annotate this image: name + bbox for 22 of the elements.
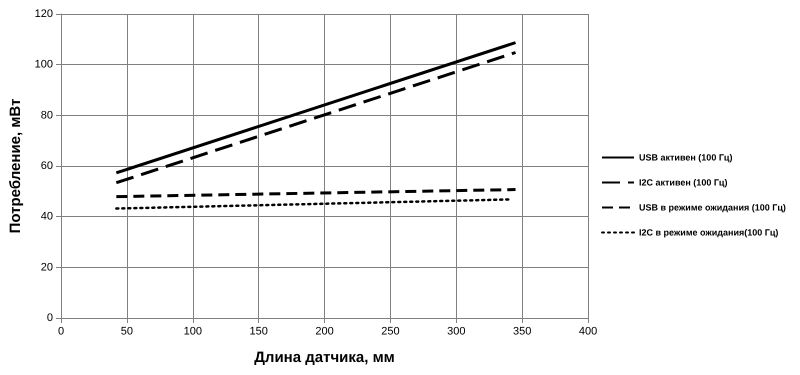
legend-label: USB активен (100 Гц): [639, 152, 732, 162]
y-tick-label: 100: [34, 58, 53, 71]
x-tick-label: 350: [512, 326, 532, 338]
x-tick-label: 250: [381, 326, 400, 338]
y-tick-label: 60: [40, 160, 53, 172]
y-tick-label: 20: [40, 261, 53, 274]
x-tick-label: 200: [315, 326, 334, 338]
x-tick-label: 50: [120, 326, 133, 338]
x-tick-label: 0: [58, 326, 64, 338]
y-tick-label: 120: [34, 8, 53, 20]
y-axis-title: Потребление, мВт: [7, 98, 24, 234]
x-tick-label: 150: [249, 326, 268, 338]
x-tick-label: 300: [447, 326, 466, 338]
legend-label: I2C активен (100 Гц): [639, 178, 728, 188]
x-tick-label: 100: [184, 326, 202, 338]
y-tick-label: 80: [40, 109, 53, 122]
y-tick-label: 40: [40, 210, 53, 223]
y-tick-label: 0: [46, 312, 53, 324]
legend-label: I2C в режиме ожидания(100 Гц): [639, 228, 778, 238]
x-tick-label: 400: [578, 326, 598, 338]
x-axis-title: Длина датчика, мм: [254, 349, 395, 366]
legend-label: USB в режиме ожидания (100 Гц): [639, 202, 786, 212]
